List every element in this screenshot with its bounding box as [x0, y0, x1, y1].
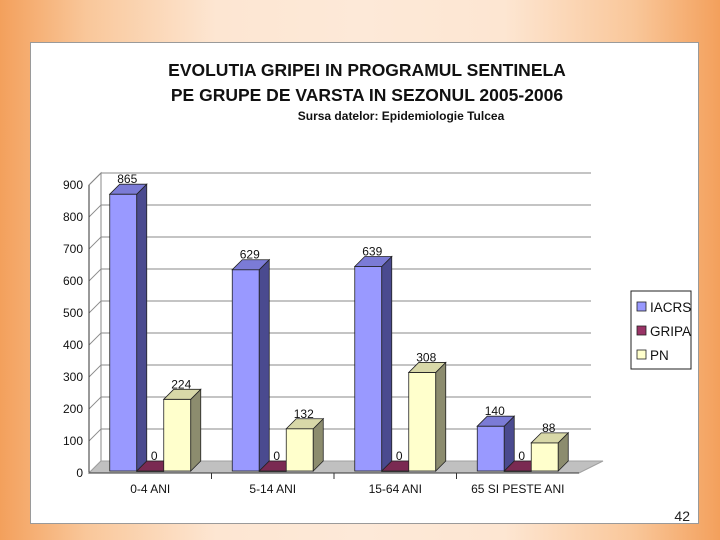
chart-title-line-2: PE GRUPE DE VARSTA IN SEZONUL 2005-2006: [171, 85, 564, 105]
data-label: 224: [171, 377, 191, 391]
data-label: 865: [117, 172, 137, 186]
bar-front: [231, 269, 260, 472]
y-tick-label: 100: [63, 434, 83, 448]
y-tick-label: 200: [63, 402, 83, 416]
bar-top: [353, 256, 393, 267]
bar-top: [407, 362, 447, 373]
data-label: 0: [151, 449, 158, 463]
bar-front: [530, 442, 559, 472]
y-tick-label: 500: [63, 306, 83, 320]
y-tick-label: 900: [63, 178, 83, 192]
bar-side: [258, 258, 270, 472]
y-tick-label: 700: [63, 242, 83, 256]
bar-pn: [285, 417, 325, 472]
legend-label-pn: PN: [650, 348, 669, 363]
x-tick-label: 0-4 ANI: [130, 482, 170, 496]
y-tick-label: 0: [76, 466, 83, 480]
data-label: 88: [542, 421, 556, 435]
y-tick-label: 400: [63, 338, 83, 352]
legend-swatch-iacrs: [636, 301, 647, 312]
bar-iacrs: [231, 258, 271, 472]
data-label: 639: [362, 245, 382, 259]
gridline-side: [88, 364, 102, 378]
gridline-side: [88, 268, 102, 282]
gridline-side: [88, 332, 102, 346]
data-label: 308: [416, 350, 436, 364]
data-label: 0: [273, 449, 280, 463]
legend: IACRS GRIPA PN: [630, 290, 692, 370]
bar-front: [354, 266, 383, 472]
bar-side: [435, 361, 447, 472]
side-wall: [88, 171, 102, 475]
gridline-side: [88, 204, 102, 218]
y-tick-label: 600: [63, 274, 83, 288]
bar-top: [162, 388, 202, 400]
data-label: 629: [240, 248, 260, 262]
data-label: 0: [396, 449, 403, 463]
bar-front: [285, 428, 314, 472]
chart-subtitle: Sursa datelor: Epidemiologie Tulcea: [298, 109, 505, 123]
bar-side: [381, 255, 393, 472]
bar-front: [408, 372, 437, 472]
y-tick-label: 800: [63, 210, 83, 224]
data-label: 132: [294, 407, 314, 421]
data-label: 140: [485, 404, 505, 418]
x-tick-label: 65 SI PESTE ANI: [471, 482, 564, 496]
legend-swatch-pn: [636, 349, 647, 360]
gridline-side: [88, 428, 102, 442]
gridline-side: [88, 300, 102, 314]
bar-front: [476, 425, 505, 472]
bar-top: [231, 259, 271, 271]
bar-top: [108, 183, 148, 195]
legend-label-gripa: GRIPA: [650, 324, 691, 339]
bar-iacrs: [353, 255, 393, 472]
bar-pn: [530, 431, 570, 472]
legend-swatch-gripa: [636, 325, 647, 336]
x-tick-label: 5-14 ANI: [249, 482, 296, 496]
bar-top: [476, 415, 516, 427]
bar-top: [285, 418, 325, 430]
bar-side: [190, 388, 202, 472]
chart-title-line-1: EVOLUTIA GRIPEI IN PROGRAMUL SENTINELA: [168, 60, 566, 80]
plot-area: 0 100 200 300 400 500 600 700 800 900 0-4 ANI 5-14 …: [63, 171, 604, 496]
bar-iacrs: [108, 183, 148, 472]
legend-label-iacrs: IACRS: [650, 300, 691, 315]
chart: EVOLUTIA GRIPEI IN PROGRAMUL SENTINELA P…: [63, 60, 692, 496]
bar-front: [163, 398, 192, 472]
gridline-side: [88, 236, 102, 250]
data-label: 0: [518, 449, 525, 463]
bar-pn: [407, 361, 447, 472]
slide-panel: EVOLUTIA GRIPEI IN PROGRAMUL SENTINELA P…: [30, 42, 699, 524]
bar-front: [109, 193, 138, 472]
bar-top: [530, 432, 570, 444]
gridline-side: [88, 172, 102, 186]
bar-side: [136, 183, 148, 472]
y-tick-label: 300: [63, 370, 83, 384]
x-tick-label: 15-64 ANI: [369, 482, 422, 496]
bar-iacrs: [476, 415, 516, 472]
page-number: 42: [674, 508, 690, 524]
gridline-side: [88, 396, 102, 410]
bar-pn: [162, 388, 202, 472]
